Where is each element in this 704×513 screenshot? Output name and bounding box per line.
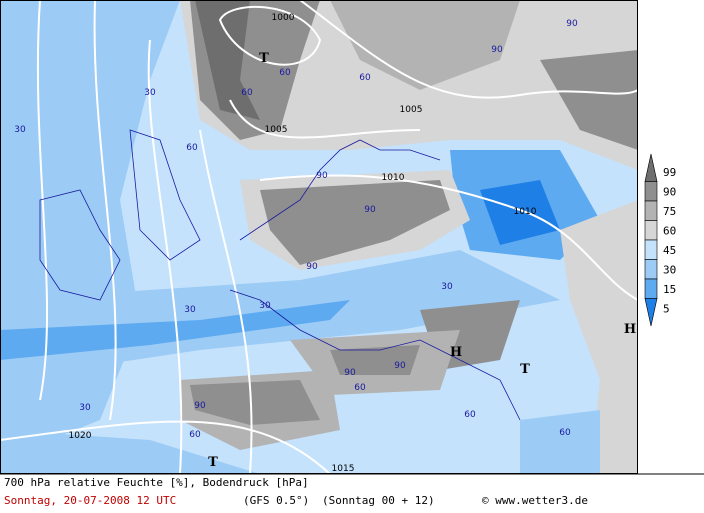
legend-label: 45 xyxy=(663,244,676,257)
isobar-label: 1010 xyxy=(382,173,405,183)
humidity-label: 30 xyxy=(259,301,271,311)
legend-swatch xyxy=(644,181,658,202)
humidity-label: 60 xyxy=(464,410,476,420)
legend-label: 75 xyxy=(663,205,676,218)
isobar-label: 1005 xyxy=(265,125,288,135)
legend-label: 30 xyxy=(663,264,676,277)
footer-description: 700 hPa relative Feuchte [%], Bodendruck… xyxy=(4,476,309,489)
pressure-center: T xyxy=(520,362,530,377)
humidity-label: 30 xyxy=(14,125,26,135)
humidity-label: 60 xyxy=(354,383,366,393)
humidity-area xyxy=(330,345,420,375)
legend-swatch xyxy=(644,200,658,221)
isobars xyxy=(36,0,639,475)
humidity-label: 30 xyxy=(184,305,196,315)
humidity-area xyxy=(480,180,560,245)
humidity-area xyxy=(560,200,638,474)
pressure-center: H xyxy=(450,345,462,360)
humidity-area xyxy=(330,0,520,90)
humidity-label: 90 xyxy=(306,262,318,272)
humidity-area xyxy=(190,380,320,425)
legend-swatch xyxy=(644,259,658,280)
isobar-label: 1010 xyxy=(514,207,537,217)
coastlines xyxy=(39,129,521,421)
legend-swatch xyxy=(644,153,658,182)
legend: 99 90 75 60 45 30 15 5 xyxy=(644,153,676,327)
footer-run: (Sonntag 00 + 12) xyxy=(322,494,435,507)
humidity-area xyxy=(260,180,450,265)
humidity-label: 90 xyxy=(364,205,376,215)
legend-label: 5 xyxy=(663,303,670,316)
humidity-label: 90 xyxy=(344,368,356,378)
humidity-label: 60 xyxy=(241,88,253,98)
humidity-area xyxy=(195,0,260,120)
map-labels: 1000 T 60 60 1005 1005 90 90 60 1010 1010 90 90 90 30 3… xyxy=(14,13,636,474)
humidity-label: 90 xyxy=(394,361,406,371)
humidity-area xyxy=(540,50,638,150)
isobar-label: 1005 xyxy=(400,105,423,115)
legend-swatch xyxy=(644,298,658,327)
humidity-label: 90 xyxy=(316,171,328,181)
humidity-label: 60 xyxy=(279,68,291,78)
humidity-area xyxy=(520,410,600,474)
humidity-label: 30 xyxy=(79,403,91,413)
humidity-label: 60 xyxy=(186,143,198,153)
humidity-label: 30 xyxy=(144,88,156,98)
legend-swatch xyxy=(644,220,658,241)
legend-label: 99 xyxy=(663,166,676,179)
map: 1000 T 60 60 1005 1005 90 90 60 1010 1010 90 90 90 30 3… xyxy=(0,0,639,475)
pressure-center: T xyxy=(259,51,269,66)
isobar-label: 1015 xyxy=(332,464,355,474)
humidity-label: 90 xyxy=(491,45,503,55)
humidity-area xyxy=(0,430,260,474)
pressure-center: H xyxy=(624,322,636,337)
legend-label: 90 xyxy=(663,186,676,199)
humidity-label: 30 xyxy=(441,282,453,292)
legend-label: 60 xyxy=(663,225,676,238)
humidity-area xyxy=(0,300,350,360)
humidity-label: 90 xyxy=(194,401,206,411)
legend-swatch xyxy=(644,239,658,260)
legend-swatch xyxy=(644,278,658,299)
humidity-label: 60 xyxy=(189,430,201,440)
humidity-label: 90 xyxy=(566,19,578,29)
humidity-label: 60 xyxy=(559,428,571,438)
footer-model: (GFS 0.5°) xyxy=(243,494,309,507)
footer-credit: © www.wetter3.de xyxy=(482,494,588,507)
humidity-label: 60 xyxy=(359,73,371,83)
pressure-center: T xyxy=(208,455,218,470)
legend-label: 15 xyxy=(663,283,676,296)
footer-date: Sonntag, 20-07-2008 12 UTC xyxy=(4,494,176,507)
isobar-label: 1020 xyxy=(69,431,92,441)
isobar-label: 1000 xyxy=(272,13,295,23)
